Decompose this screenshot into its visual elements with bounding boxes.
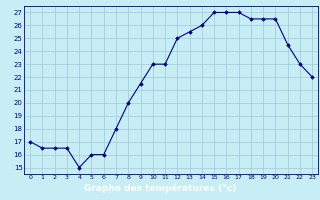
Text: Graphe des températures (°c): Graphe des températures (°c) bbox=[84, 184, 236, 193]
